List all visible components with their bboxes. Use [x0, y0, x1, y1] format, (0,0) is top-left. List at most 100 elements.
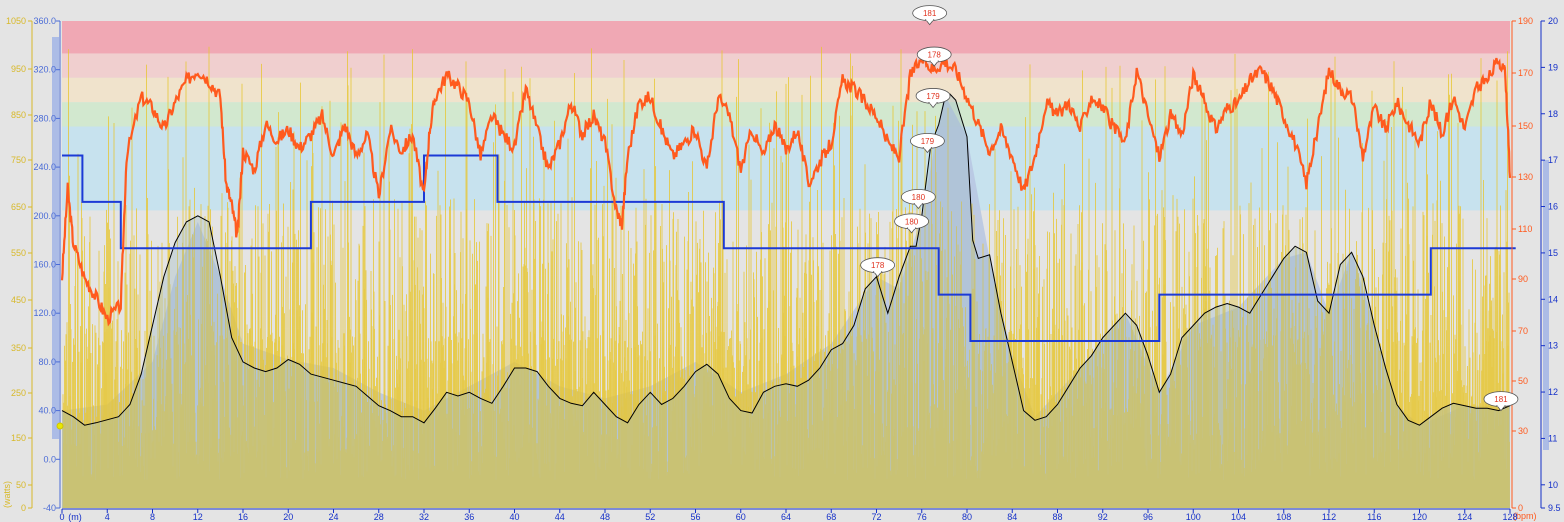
callout-label: 178 [871, 261, 885, 270]
hr-tick-label: 30 [1518, 426, 1528, 436]
callout-label: 180 [905, 217, 919, 226]
callout-bubble [900, 189, 936, 205]
hr-tick-label: 170 [1518, 68, 1533, 78]
callout-label: 180 [912, 193, 926, 202]
speed-tick-label: 120.0 [33, 308, 56, 318]
hr-peak-callout: 181 [912, 5, 948, 26]
hr-peak-callout: 179 [910, 133, 945, 154]
hr-tick-label: 150 [1518, 121, 1533, 131]
callout-bubble [860, 257, 896, 274]
x-tick-label: 32 [419, 512, 429, 522]
cadence-tick-label: 14 [1548, 294, 1558, 304]
cadence-tick-label: 16 [1548, 202, 1558, 212]
x-tick-label: 92 [1098, 512, 1108, 522]
x-tick-label: 28 [374, 512, 384, 522]
x-tick-label: 60 [736, 512, 746, 522]
hr-tick-label: 0 [1518, 503, 1523, 513]
callout-join [923, 145, 931, 149]
callout-join [929, 100, 937, 104]
callout-label: 179 [921, 137, 935, 146]
callout-join [908, 225, 916, 229]
hr-tick-label: 50 [1518, 376, 1528, 386]
cadence-tick-label: 13 [1548, 341, 1558, 351]
hr-peak-callout: 178 [916, 46, 952, 67]
speed-tick-label: 360.0 [33, 16, 56, 26]
power-unit-label: (watts) [2, 481, 12, 508]
hr-peak-callout: 181 [1483, 391, 1519, 412]
cadence-tick-label: 17 [1548, 155, 1558, 165]
x-tick-label: 20 [283, 512, 293, 522]
power-tick-label: 650 [11, 202, 26, 212]
x-tick-label: 48 [600, 512, 610, 522]
x-tick-label: 12 [193, 512, 203, 522]
cadence-axis-band [1543, 160, 1549, 450]
x-tick-label: 56 [690, 512, 700, 522]
x-tick-label: 8 [150, 512, 155, 522]
x-tick-label: 116 [1367, 512, 1381, 522]
callout-bubble [894, 213, 929, 230]
power-tick-label: 250 [11, 388, 26, 398]
hr-peak-callout: 180 [900, 189, 936, 210]
cadence-step-line [62, 154, 1516, 342]
position-marker-dot [56, 422, 64, 430]
cadence-tick-label: 20 [1548, 16, 1558, 26]
hr-tick-label: 130 [1518, 172, 1533, 182]
speed-area [62, 94, 1510, 508]
x-tick-label: 76 [917, 512, 927, 522]
callout-label: 181 [923, 9, 937, 18]
x-tick-label: 24 [328, 512, 338, 522]
hr-peak-callout: 179 [915, 88, 951, 109]
callout-bubble [915, 88, 951, 104]
power-tick-label: 750 [11, 155, 26, 165]
power-tick-label: 150 [11, 433, 26, 443]
speed-tick-label: 320.0 [33, 65, 56, 75]
x-tick-label: 128 [1502, 512, 1517, 522]
heart-rate-line [60, 51, 1512, 327]
callout-label: 179 [926, 92, 940, 101]
x-tick-label: 108 [1276, 512, 1291, 522]
speed-line [61, 93, 1511, 426]
callout-label: 181 [1494, 395, 1508, 404]
x-tick-label: 84 [1007, 512, 1017, 522]
speed-tick-label: -40 [43, 503, 56, 513]
cadence-tick-label: 18 [1548, 109, 1558, 119]
x-tick-label: 4 [105, 512, 110, 522]
x-tick-label: 16 [238, 512, 248, 522]
callout-bubble [912, 5, 948, 22]
x-unit-label: (m) [68, 512, 82, 522]
callout-bubble [1483, 391, 1519, 407]
x-tick-label: 40 [509, 512, 519, 522]
hr-tick-label: 110 [1518, 224, 1532, 234]
hr-peak-callout: 178 [860, 257, 896, 278]
x-tick-label: 104 [1231, 512, 1246, 522]
callout-bubble [916, 46, 952, 63]
hr-peak-callout: 180 [894, 213, 929, 234]
plot-area [60, 21, 1516, 508]
hr-zone-band-zone-5 [62, 21, 1510, 54]
callout-join [874, 269, 882, 273]
x-tick-label: 72 [871, 512, 881, 522]
power-tick-label: 50 [16, 480, 26, 490]
hr-tick-label: 190 [1518, 16, 1533, 26]
power-tick-label: 850 [11, 110, 26, 120]
x-tick-label: 124 [1457, 512, 1472, 522]
x-tick-label: 112 [1322, 512, 1336, 522]
cadence-tick-label: 11 [1548, 433, 1557, 443]
x-tick-label: 52 [645, 512, 655, 522]
callout-bubble [910, 133, 945, 149]
callout-join [930, 59, 938, 63]
callout-join [926, 17, 934, 21]
speed-tick-label: 200.0 [33, 211, 56, 221]
hr-tick-label: 90 [1518, 274, 1528, 284]
cadence-tick-label: 10 [1548, 480, 1558, 490]
x-tick-label: 80 [962, 512, 972, 522]
power-tick-label: 0 [21, 503, 26, 513]
cadence-tick-label: 12 [1548, 387, 1558, 397]
speed-tick-label: 280.0 [33, 113, 56, 123]
speed-tick-label: 40.0 [38, 406, 56, 416]
power-tick-label: 1050 [6, 16, 26, 26]
power-tick-label: 950 [11, 64, 26, 74]
x-tick-label: 120 [1412, 512, 1427, 522]
hr-peak-labels: 181 178 179 179 180 180 178 181 [860, 5, 1519, 412]
x-tick-label: 88 [1052, 512, 1062, 522]
